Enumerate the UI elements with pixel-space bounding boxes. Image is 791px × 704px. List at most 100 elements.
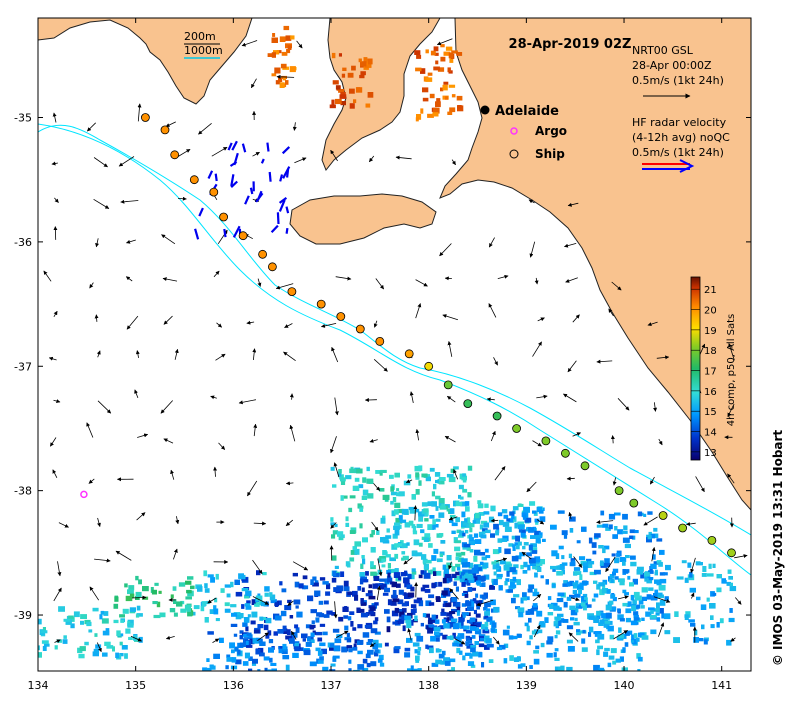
sst-pixel bbox=[562, 562, 568, 565]
sst-pixel bbox=[485, 555, 490, 558]
sst-pixel bbox=[240, 635, 244, 640]
sst-pixel bbox=[421, 623, 424, 627]
sst-pixel bbox=[625, 631, 630, 636]
sst-pixel bbox=[384, 588, 390, 593]
sst-pixel bbox=[333, 587, 339, 592]
sst-pixel bbox=[475, 594, 478, 598]
sst-pixel bbox=[696, 597, 701, 601]
sst-pixel bbox=[396, 488, 399, 491]
sst-pixel bbox=[470, 645, 476, 648]
sst-pixel bbox=[470, 618, 476, 623]
sst-pixel bbox=[612, 553, 616, 556]
sst-pixel bbox=[434, 632, 439, 636]
sst-pixel bbox=[522, 597, 527, 601]
y-tick-label: -39 bbox=[14, 609, 32, 622]
sst-pixel bbox=[340, 477, 346, 481]
sst-pixel bbox=[347, 633, 350, 638]
sst-pixel bbox=[404, 616, 411, 620]
sst-pixel bbox=[625, 555, 630, 558]
sst-pixel bbox=[347, 592, 352, 596]
sst-pixel bbox=[451, 667, 455, 672]
sst-pixel bbox=[265, 618, 271, 623]
sst-pixel bbox=[272, 33, 275, 37]
sst-pixel bbox=[576, 629, 580, 632]
sst-pixel bbox=[225, 602, 230, 606]
sst-pixel bbox=[433, 571, 436, 576]
sst-pixel bbox=[696, 562, 703, 565]
sst-pixel bbox=[631, 605, 636, 611]
sst-pixel bbox=[443, 82, 448, 85]
sst-pixel bbox=[366, 593, 373, 596]
sst-pixel bbox=[625, 608, 631, 613]
sst-pixel bbox=[332, 53, 336, 58]
sst-pixel bbox=[500, 560, 506, 564]
sst-pixel bbox=[237, 650, 240, 655]
sst-pixel bbox=[601, 613, 606, 618]
sst-pixel bbox=[342, 607, 348, 612]
sst-pixel bbox=[394, 554, 398, 559]
sst-pixel bbox=[462, 473, 466, 476]
sst-pixel bbox=[78, 654, 84, 658]
sst-pixel bbox=[290, 35, 294, 39]
sst-pixel bbox=[230, 604, 236, 607]
sst-pixel bbox=[570, 562, 576, 566]
sst-pixel bbox=[702, 566, 706, 572]
sst-pixel bbox=[370, 534, 374, 538]
sst-pixel bbox=[711, 624, 715, 628]
sst-pixel bbox=[230, 582, 233, 587]
sst-pixel bbox=[445, 661, 451, 666]
sst-pixel bbox=[203, 570, 207, 576]
sst-pixel bbox=[594, 594, 599, 598]
sst-pixel bbox=[231, 666, 237, 670]
sst-pixel bbox=[707, 598, 710, 602]
sst-pixel bbox=[443, 657, 450, 661]
sst-pixel bbox=[432, 112, 438, 116]
sst-pixel bbox=[450, 508, 455, 514]
sst-pixel bbox=[94, 649, 99, 654]
y-tick-label: -36 bbox=[14, 236, 32, 249]
sst-pixel bbox=[246, 600, 251, 603]
sst-pixel bbox=[206, 668, 211, 672]
sst-pixel bbox=[457, 105, 462, 109]
sst-pixel bbox=[415, 472, 419, 477]
sst-pixel bbox=[570, 617, 574, 620]
sst-pixel bbox=[213, 654, 220, 659]
sst-pixel bbox=[186, 590, 192, 593]
sst-pixel bbox=[674, 611, 678, 617]
hf-radar-arrow bbox=[267, 143, 268, 152]
isobath-1000-label: 1000m bbox=[184, 44, 223, 57]
sst-pixel bbox=[442, 619, 446, 623]
sst-pixel bbox=[578, 589, 582, 594]
sst-pixel bbox=[536, 611, 542, 617]
sst-pixel bbox=[413, 669, 419, 675]
sst-pixel bbox=[275, 615, 282, 620]
sst-pixel bbox=[436, 638, 440, 642]
sst-pixel bbox=[380, 537, 386, 542]
sst-pixel bbox=[439, 498, 445, 504]
hf-radar-arrow bbox=[251, 188, 252, 194]
sst-pixel bbox=[555, 635, 558, 638]
sst-pixel bbox=[365, 625, 371, 628]
sst-pixel bbox=[548, 596, 551, 600]
sst-pixel bbox=[469, 534, 473, 540]
sst-pixel bbox=[388, 599, 392, 605]
sst-pixel bbox=[170, 608, 175, 612]
hf-radar-arrow bbox=[270, 172, 271, 182]
x-tick-label: 141 bbox=[711, 679, 732, 692]
sst-pixel bbox=[104, 642, 111, 646]
sst-pixel bbox=[387, 617, 391, 623]
sst-pixel bbox=[387, 528, 390, 532]
sst-pixel bbox=[713, 564, 716, 568]
sst-pixel bbox=[330, 105, 336, 109]
sst-pixel bbox=[29, 631, 35, 636]
sst-pixel bbox=[285, 80, 289, 85]
sst-pixel bbox=[229, 642, 235, 648]
sst-pixel bbox=[334, 646, 340, 651]
sst-pixel bbox=[726, 640, 731, 646]
sst-pixel bbox=[474, 610, 477, 614]
sst-pixel bbox=[503, 522, 510, 527]
sst-pixel bbox=[509, 567, 516, 572]
sst-pixel bbox=[432, 519, 436, 525]
sst-pixel bbox=[344, 496, 348, 499]
sst-pixel bbox=[534, 573, 538, 578]
